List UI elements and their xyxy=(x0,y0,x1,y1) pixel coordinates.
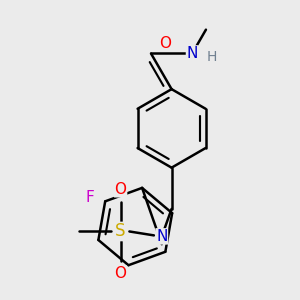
Text: O: O xyxy=(115,182,127,197)
Text: H: H xyxy=(207,50,217,64)
Text: N: N xyxy=(187,46,198,61)
Text: S: S xyxy=(115,223,126,241)
Text: N: N xyxy=(156,229,167,244)
Text: O: O xyxy=(159,36,171,51)
Text: F: F xyxy=(85,190,94,205)
Text: O: O xyxy=(115,266,127,281)
